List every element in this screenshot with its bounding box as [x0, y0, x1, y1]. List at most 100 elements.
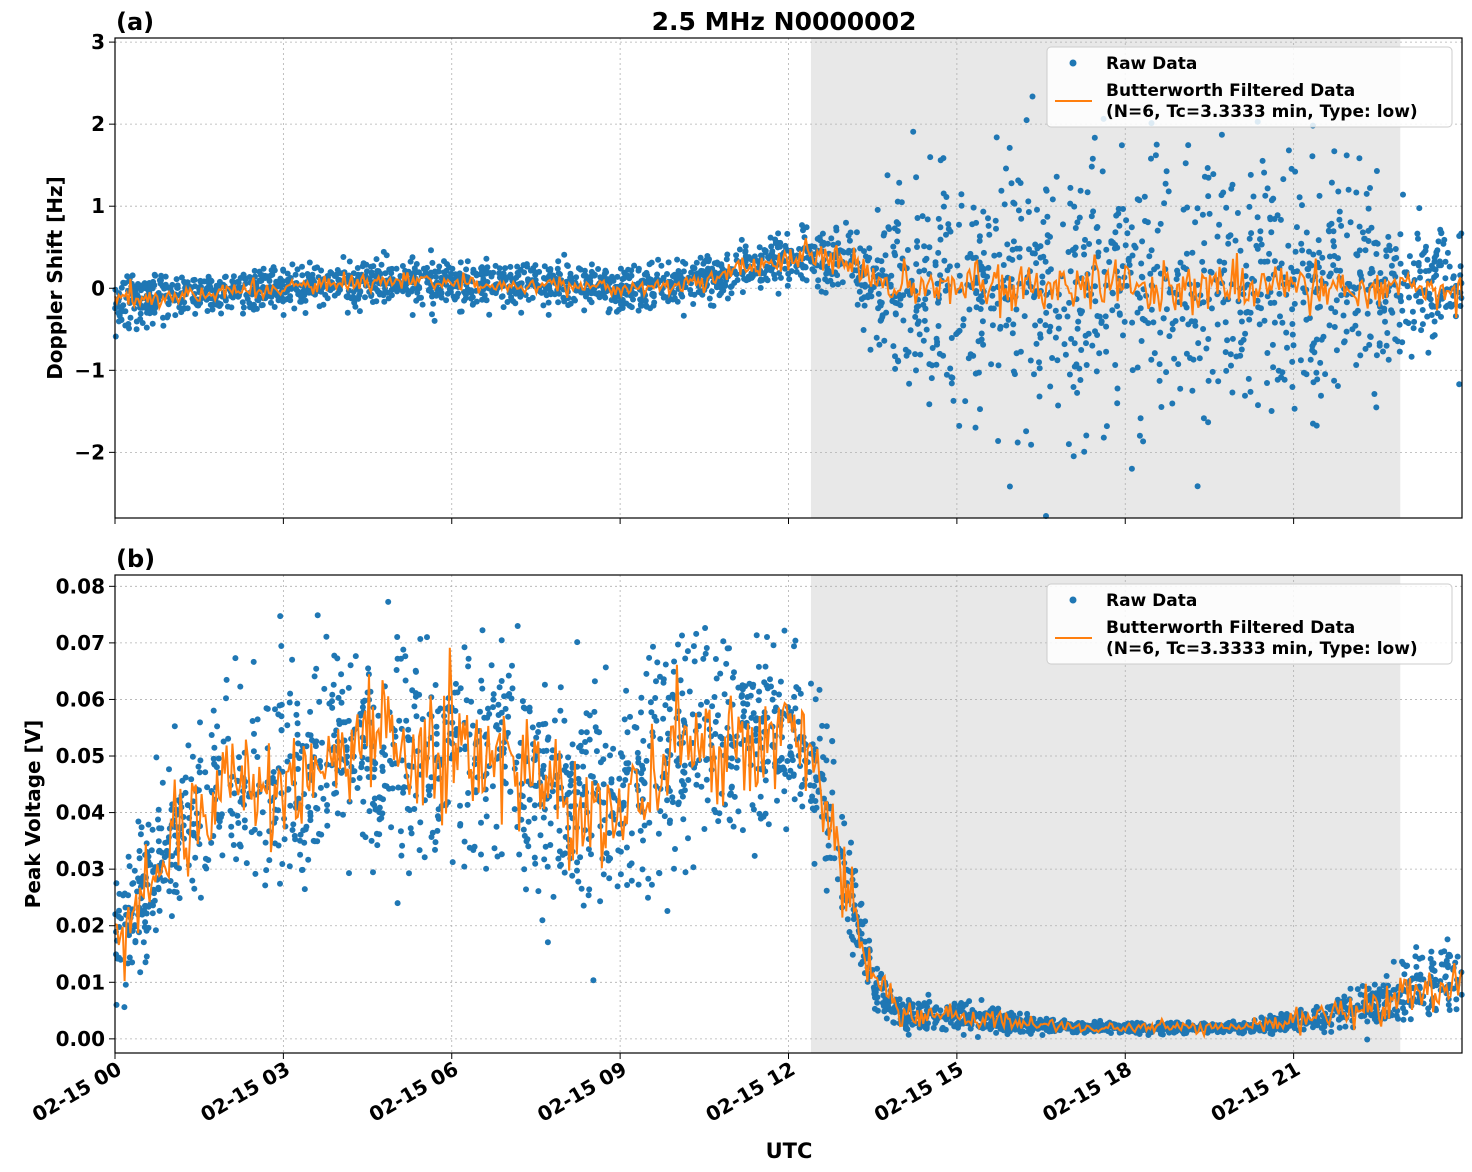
raw-data-point: [368, 269, 375, 276]
raw-data-point: [864, 257, 871, 264]
raw-data-point: [1114, 385, 1121, 392]
raw-data-point: [917, 351, 924, 358]
raw-data-point: [216, 823, 223, 830]
raw-data-point: [351, 768, 358, 775]
raw-data-point: [500, 304, 507, 311]
raw-data-point: [1189, 249, 1196, 256]
raw-data-point: [473, 272, 480, 279]
raw-data-point: [1147, 270, 1154, 277]
raw-data-point: [542, 720, 549, 727]
raw-data-point: [967, 351, 974, 358]
raw-data-point: [1335, 255, 1341, 262]
raw-data-point: [316, 698, 323, 705]
raw-data-point: [145, 821, 152, 828]
raw-data-point: [1257, 228, 1264, 235]
raw-data-point: [468, 698, 475, 705]
raw-data-point: [1103, 423, 1110, 430]
raw-data-point: [1093, 368, 1100, 375]
raw-data-point: [441, 258, 447, 265]
raw-data-point: [751, 852, 758, 859]
raw-data-point: [1128, 465, 1135, 472]
raw-data-point: [478, 819, 484, 826]
raw-data-point: [1103, 246, 1110, 253]
raw-data-point: [616, 306, 622, 313]
raw-data-point: [1056, 313, 1063, 320]
raw-data-point: [1397, 260, 1404, 267]
raw-data-point: [1261, 317, 1268, 324]
raw-data-point: [1049, 196, 1056, 203]
raw-data-point: [1341, 993, 1348, 1000]
raw-data-point: [172, 312, 179, 319]
raw-data-point: [574, 639, 581, 646]
raw-data-point: [1426, 1011, 1433, 1018]
raw-data-point: [777, 274, 784, 281]
raw-data-point: [397, 828, 404, 835]
raw-data-point: [1042, 322, 1049, 329]
raw-data-point: [829, 281, 836, 288]
raw-data-point: [277, 880, 283, 887]
raw-data-point: [1292, 168, 1299, 175]
raw-data-point: [1435, 238, 1442, 245]
raw-data-point: [700, 655, 707, 662]
raw-data-point: [234, 812, 241, 819]
raw-data-point: [1016, 1010, 1023, 1017]
raw-data-point: [648, 881, 655, 888]
raw-data-point: [1383, 342, 1390, 349]
raw-data-point: [521, 866, 528, 873]
raw-data-point: [192, 854, 199, 861]
raw-data-point: [176, 895, 183, 902]
raw-data-point: [331, 292, 338, 299]
raw-data-point: [956, 221, 962, 228]
raw-data-point: [580, 272, 587, 279]
raw-data-point: [1017, 180, 1024, 186]
raw-data-point: [1319, 254, 1326, 261]
raw-data-point: [721, 691, 728, 698]
raw-data-point: [360, 798, 367, 805]
raw-data-point: [1359, 229, 1366, 236]
raw-data-point: [388, 292, 395, 299]
raw-data-point: [432, 839, 439, 846]
raw-data-point: [1016, 245, 1023, 252]
raw-data-point: [297, 851, 304, 858]
raw-data-point: [1325, 227, 1332, 234]
raw-data-point: [450, 293, 457, 300]
raw-data-point: [228, 304, 235, 311]
raw-data-point: [976, 237, 983, 244]
raw-data-point: [567, 300, 574, 307]
raw-data-point: [287, 802, 294, 809]
raw-data-point: [246, 274, 253, 280]
raw-data-point: [1309, 153, 1316, 160]
raw-data-point: [1373, 404, 1380, 411]
raw-data-point: [492, 262, 499, 269]
raw-data-point: [140, 939, 147, 946]
raw-data-point: [873, 334, 880, 341]
raw-data-point: [1305, 266, 1312, 273]
raw-data-point: [241, 824, 248, 831]
raw-data-point: [1424, 256, 1431, 263]
raw-data-point: [289, 656, 296, 663]
raw-data-point: [1169, 320, 1176, 327]
raw-data-point: [138, 824, 145, 831]
raw-data-point: [1205, 377, 1212, 384]
raw-data-point: [724, 295, 731, 302]
raw-data-point: [894, 238, 901, 245]
raw-data-point: [1292, 248, 1299, 255]
raw-data-point: [1218, 131, 1225, 138]
raw-data-point: [811, 860, 818, 867]
raw-data-point: [356, 775, 363, 781]
raw-data-point: [364, 765, 371, 772]
raw-data-point: [975, 296, 982, 303]
raw-data-point: [1419, 307, 1426, 313]
raw-data-point: [802, 263, 809, 270]
raw-data-point: [914, 238, 921, 245]
raw-data-point: [417, 636, 424, 642]
raw-data-point: [797, 272, 804, 279]
raw-data-point: [1195, 340, 1202, 347]
raw-data-point: [1027, 1030, 1034, 1037]
raw-data-point: [793, 268, 800, 275]
raw-data-point: [1077, 187, 1084, 194]
raw-data-point: [1331, 148, 1338, 155]
raw-data-point: [921, 243, 928, 250]
raw-data-point: [1228, 185, 1235, 192]
raw-data-point: [420, 265, 427, 272]
